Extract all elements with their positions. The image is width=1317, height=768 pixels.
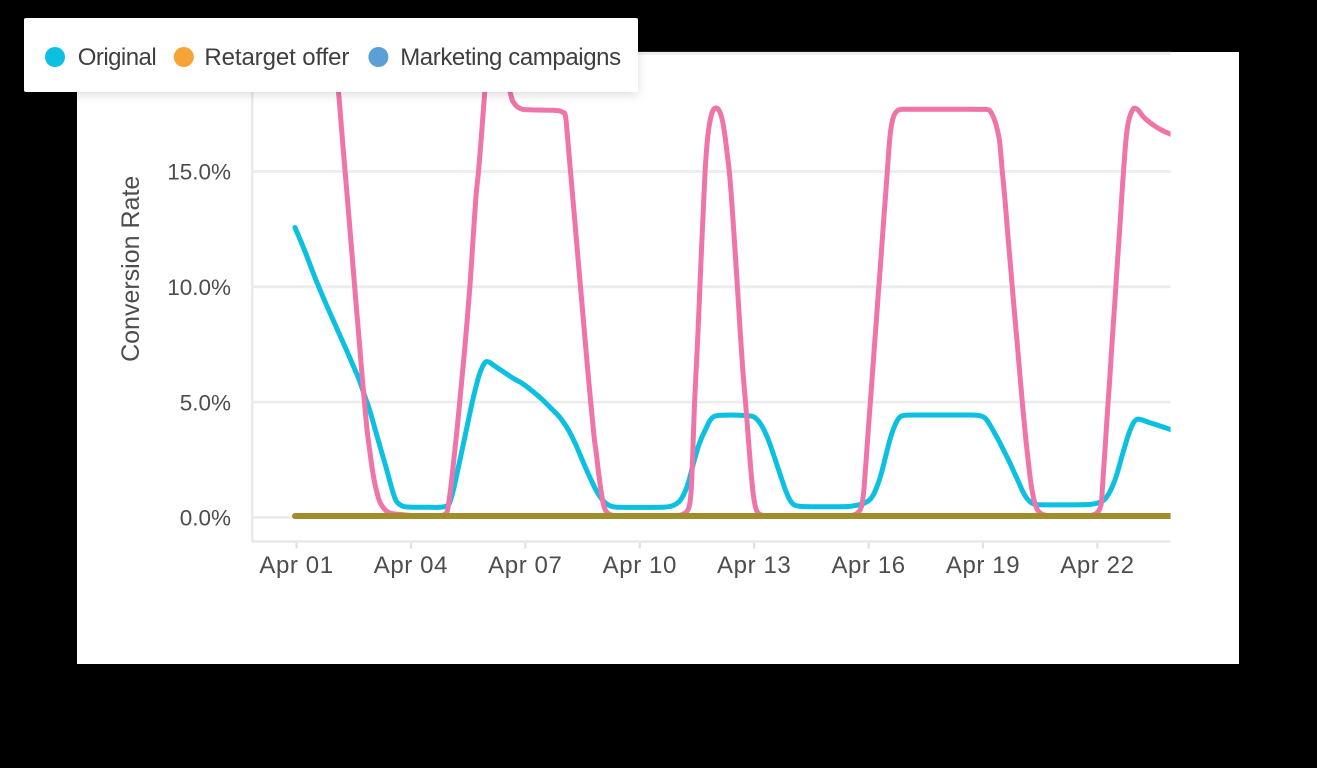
svg-text:Apr 16: Apr 16 (831, 552, 905, 579)
svg-text:Apr 04: Apr 04 (374, 552, 448, 579)
svg-text:10.0%: 10.0% (167, 275, 231, 300)
svg-text:Marketing campaigns: Marketing campaigns (400, 44, 621, 71)
svg-text:Apr 10: Apr 10 (603, 552, 677, 579)
svg-text:Apr 13: Apr 13 (717, 552, 791, 579)
svg-text:Apr 07: Apr 07 (488, 552, 562, 579)
svg-text:Original: Original (78, 44, 156, 71)
svg-text:15.0%: 15.0% (167, 160, 231, 185)
svg-text:Apr 19: Apr 19 (946, 552, 1020, 579)
svg-text:Apr 01: Apr 01 (259, 552, 333, 579)
svg-text:Apr 22: Apr 22 (1060, 552, 1134, 579)
svg-text:0.0%: 0.0% (180, 506, 231, 531)
svg-text:Retarget offer: Retarget offer (204, 44, 349, 71)
svg-text:5.0%: 5.0% (180, 390, 231, 415)
svg-text:Conversion Rate: Conversion Rate (117, 176, 145, 362)
